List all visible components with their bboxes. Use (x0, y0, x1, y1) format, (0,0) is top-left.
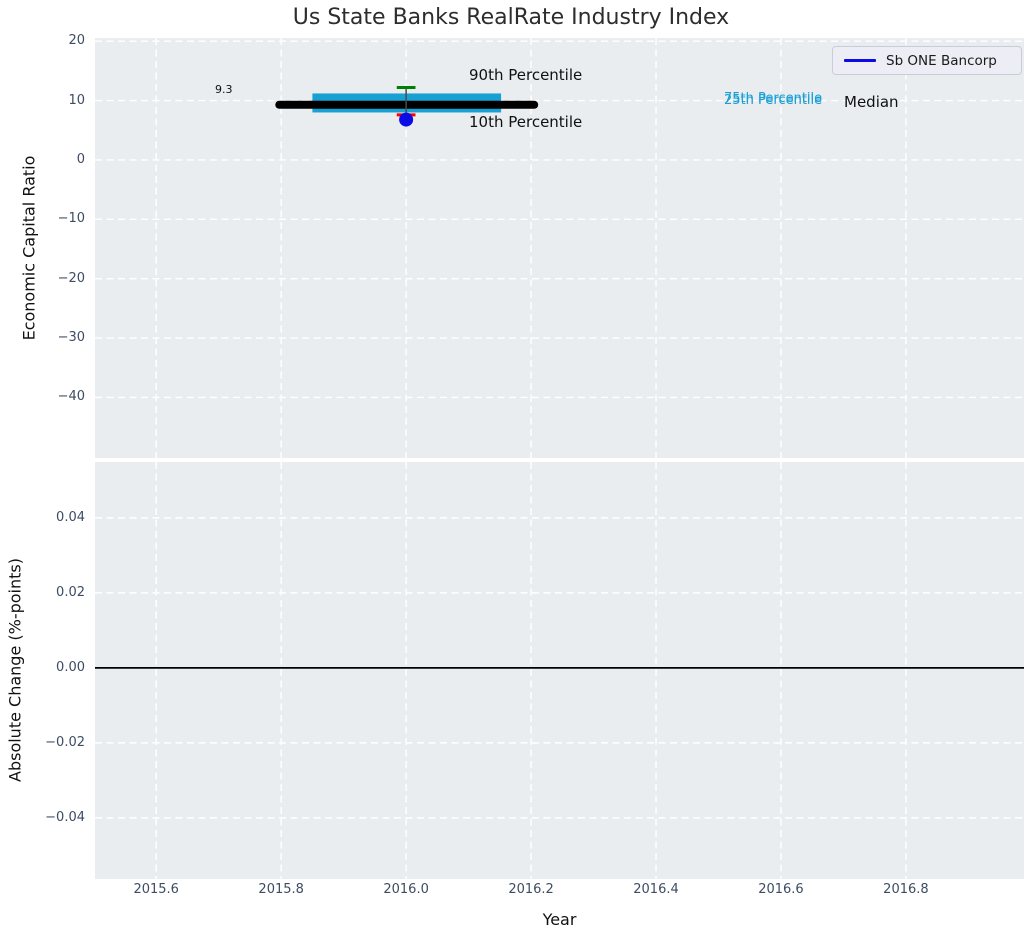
annotation-90th-percentile: 90th Percentile (469, 66, 583, 84)
y-tick-label: −0.02 (45, 734, 85, 750)
legend-label: Sb ONE Bancorp (886, 52, 997, 69)
y-tick-label: −40 (57, 389, 85, 405)
axes-absolute-change (95, 462, 1024, 879)
annotation-25th-percentile: 25th Percentile (724, 93, 823, 108)
annotation-median: Median (844, 93, 899, 111)
x-tick-label: 2015.8 (258, 882, 304, 897)
x-tick-label: 2016.6 (758, 882, 804, 897)
x-tick-label: 2016.2 (508, 882, 554, 897)
plot-canvas (95, 462, 1024, 879)
plot-canvas (95, 38, 1024, 458)
x-tick-label: 2015.6 (133, 882, 179, 897)
y-tick-label: −0.04 (45, 809, 85, 825)
x-tick-label: 2016.0 (383, 882, 429, 897)
y-tick-label: 0 (76, 151, 85, 167)
y-tick-label: −10 (57, 211, 85, 227)
annotation-75th-percentile: 75th Percentile (724, 91, 823, 106)
x-tick-label: 2016.8 (883, 882, 929, 897)
legend-line-sample (844, 59, 876, 62)
annotation-9-3: 9.3 (215, 83, 233, 96)
axes-economic-capital-ratio (95, 38, 1024, 458)
y-tick-label: 0.04 (56, 509, 85, 525)
x-axis-label: Year (542, 910, 577, 929)
company-point (399, 112, 414, 127)
annotation-10th-percentile: 10th Percentile (469, 113, 583, 131)
y-tick-label: −30 (57, 330, 85, 346)
y-tick-label: 0.00 (56, 659, 85, 675)
y-tick-label: 20 (68, 33, 85, 49)
x-tick-label: 2016.4 (633, 882, 679, 897)
chart-title: Us State Banks RealRate Industry Index (292, 5, 730, 30)
y-tick-label: 10 (68, 92, 85, 108)
y-tick-label: −20 (57, 270, 85, 286)
y-axis-label-top: Economic Capital Ratio (19, 155, 39, 341)
y-tick-label: 0.02 (56, 584, 85, 600)
legend: Sb ONE Bancorp (832, 46, 1022, 75)
